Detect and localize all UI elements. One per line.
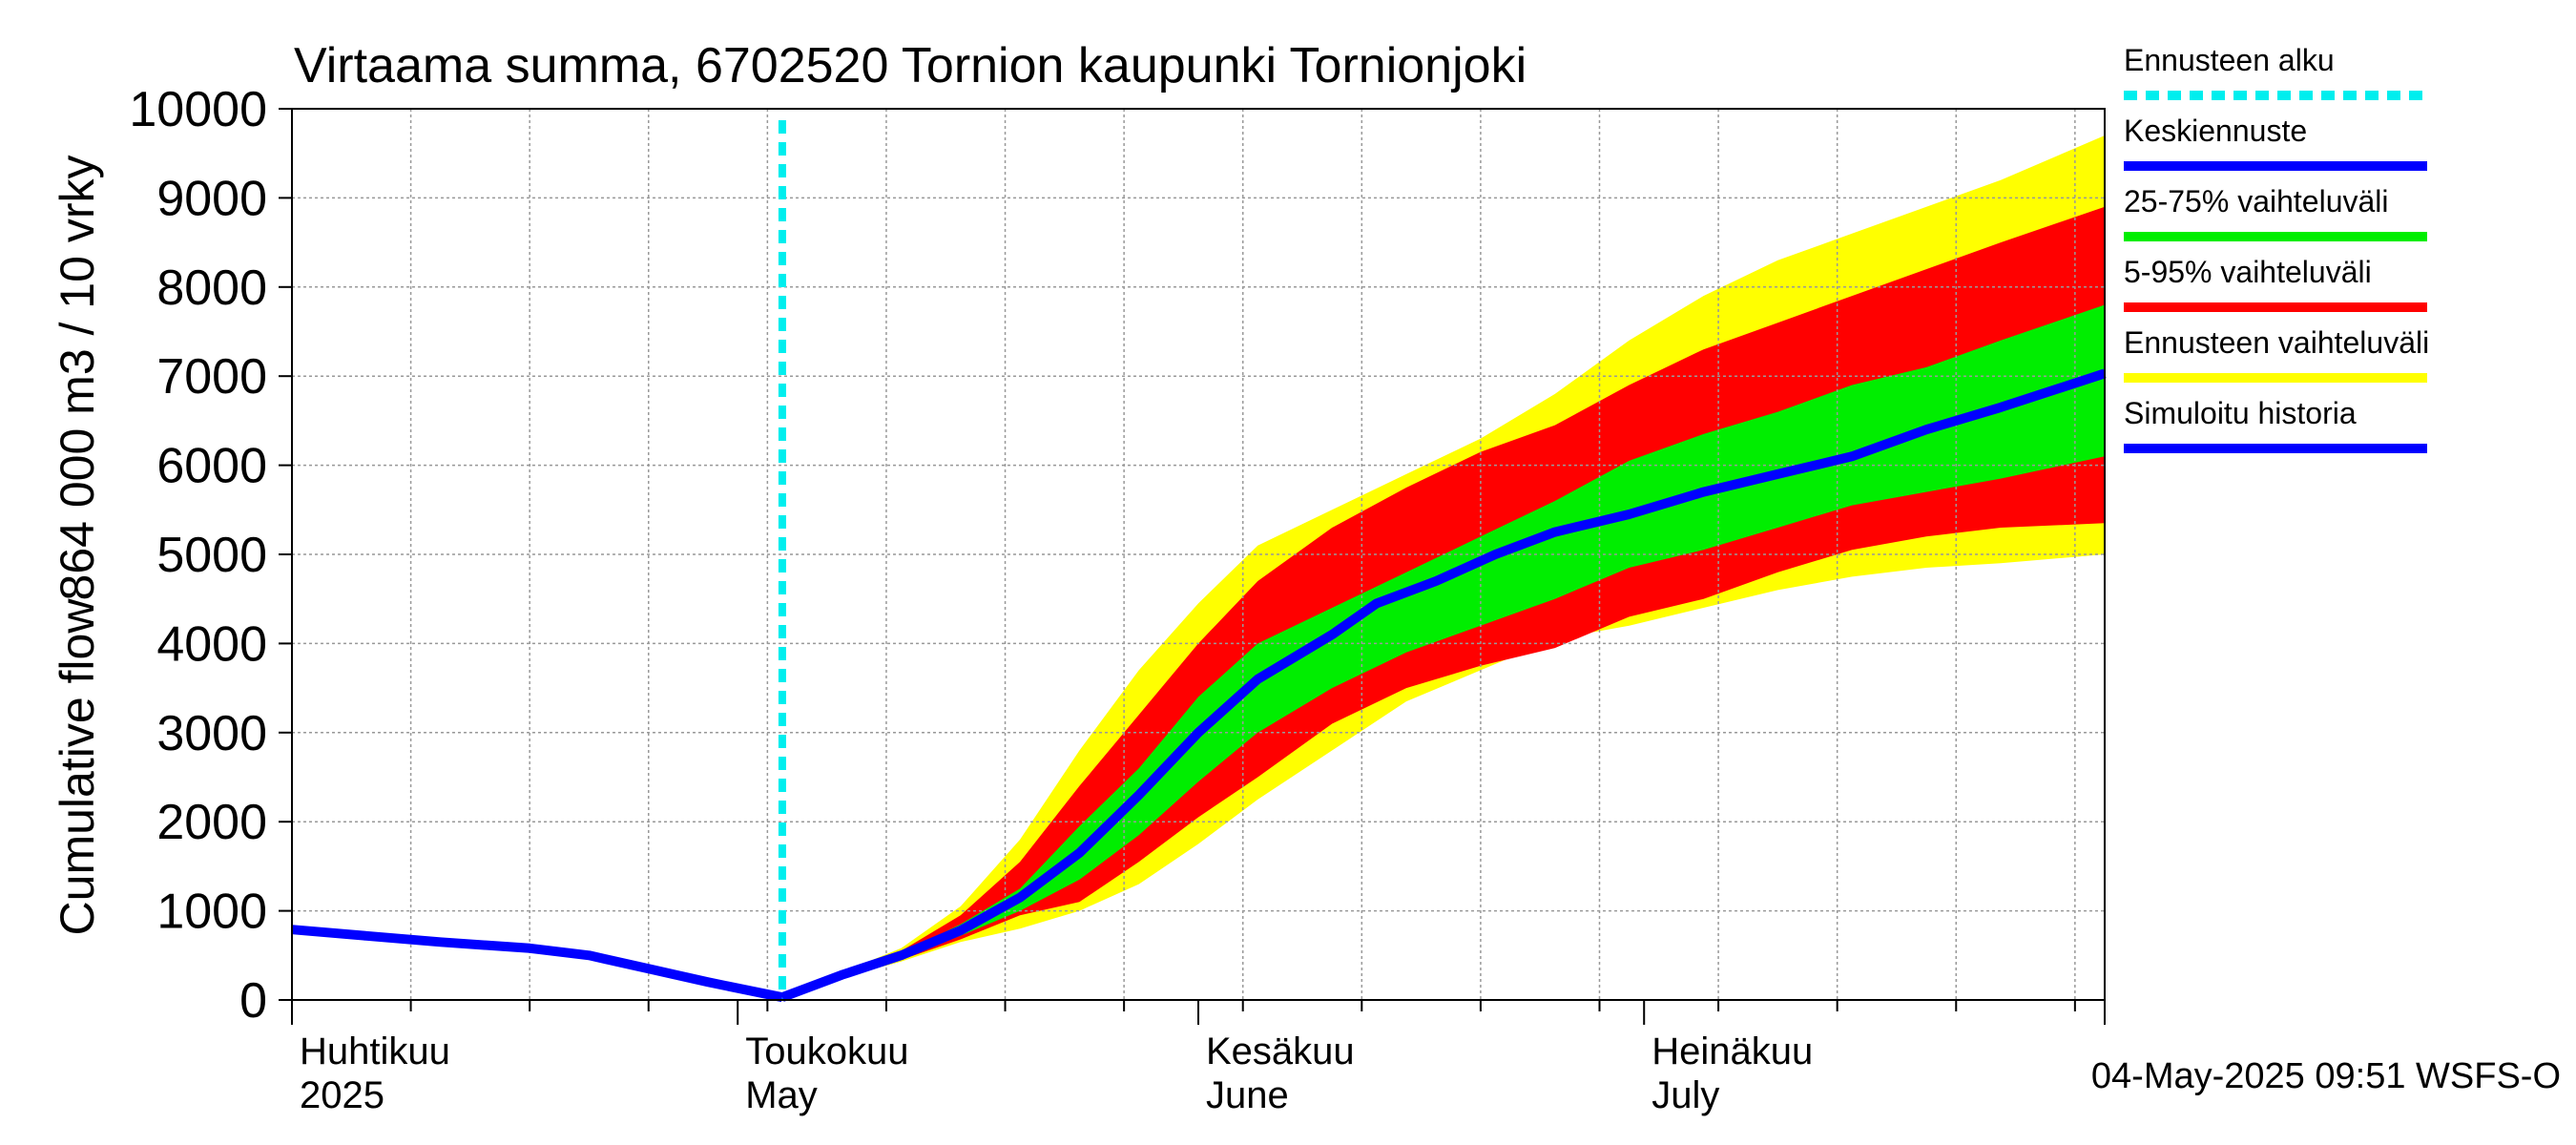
y-tick-label: 7000: [156, 349, 267, 405]
y-axis-label-line1: Cumulative flow: [51, 598, 104, 936]
y-tick-label: 5000: [156, 528, 267, 583]
x-month-label-fi: Heinäkuu: [1652, 1030, 1813, 1072]
x-month-label-fi: Toukokuu: [745, 1030, 908, 1072]
y-tick-label: 10000: [129, 82, 267, 137]
y-tick-label: 3000: [156, 706, 267, 761]
x-month-label-fi: Huhtikuu: [300, 1030, 450, 1072]
y-axis-label-line2: 864 000 m3 / 10 vrky: [51, 156, 104, 601]
x-month-label-en: May: [745, 1074, 818, 1116]
y-axis: 0 1000 2000 3000 4000 5000 6000 7000 8000 9000 100…: [129, 82, 292, 1029]
x-month-label-fi: Kesäkuu: [1206, 1030, 1355, 1072]
legend-label: 25-75% vaihteluväli: [2124, 184, 2389, 219]
legend-label: 5-95% vaihteluväli: [2124, 255, 2372, 289]
y-tick-label: 0: [239, 973, 267, 1029]
legend-label: Keskiennuste: [2124, 114, 2307, 148]
y-tick-label: 9000: [156, 171, 267, 226]
y-tick-label: 4000: [156, 616, 267, 672]
series-lines: [291, 120, 2107, 1003]
legend-label: Simuloitu historia: [2124, 396, 2357, 430]
median-forecast-line: [780, 368, 2107, 1002]
chart-title: Virtaama summa, 6702520 Tornion kaupunki…: [294, 38, 1527, 94]
x-month-label-en: 2025: [300, 1074, 384, 1116]
legend: Ennusteen alku Keskiennuste 25-75% vaihtel…: [2124, 43, 2429, 453]
y-tick-label: 6000: [156, 439, 267, 494]
y-tick-label: 1000: [156, 885, 267, 940]
plot-area: [291, 108, 2107, 1003]
simulated-history-line: [291, 925, 783, 1003]
y-tick-label: 8000: [156, 260, 267, 316]
timestamp-footer: 04-May-2025 09:51 WSFS-O: [2091, 1056, 2561, 1096]
y-tick-label: 2000: [156, 795, 267, 850]
legend-label: Ennusteen alku: [2124, 43, 2335, 77]
x-month-label-en: July: [1652, 1074, 1719, 1116]
legend-label: Ennusteen vaihteluväli: [2124, 325, 2429, 360]
y-axis-label: Cumulative flow 864 000 m3 / 10 vrky: [51, 156, 104, 936]
x-month-label-en: June: [1206, 1074, 1289, 1116]
forecast-bands: [781, 135, 2105, 998]
